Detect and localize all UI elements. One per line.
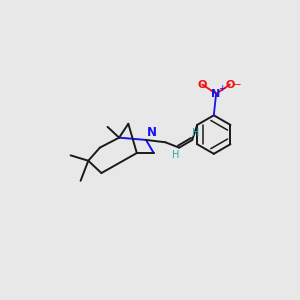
Text: H: H	[172, 150, 179, 160]
Text: −: −	[233, 80, 242, 89]
Text: N: N	[147, 126, 157, 139]
Text: O: O	[198, 80, 207, 89]
Text: N: N	[212, 89, 221, 99]
Text: H: H	[192, 128, 200, 138]
Text: O: O	[225, 80, 235, 89]
Text: +: +	[218, 84, 226, 93]
